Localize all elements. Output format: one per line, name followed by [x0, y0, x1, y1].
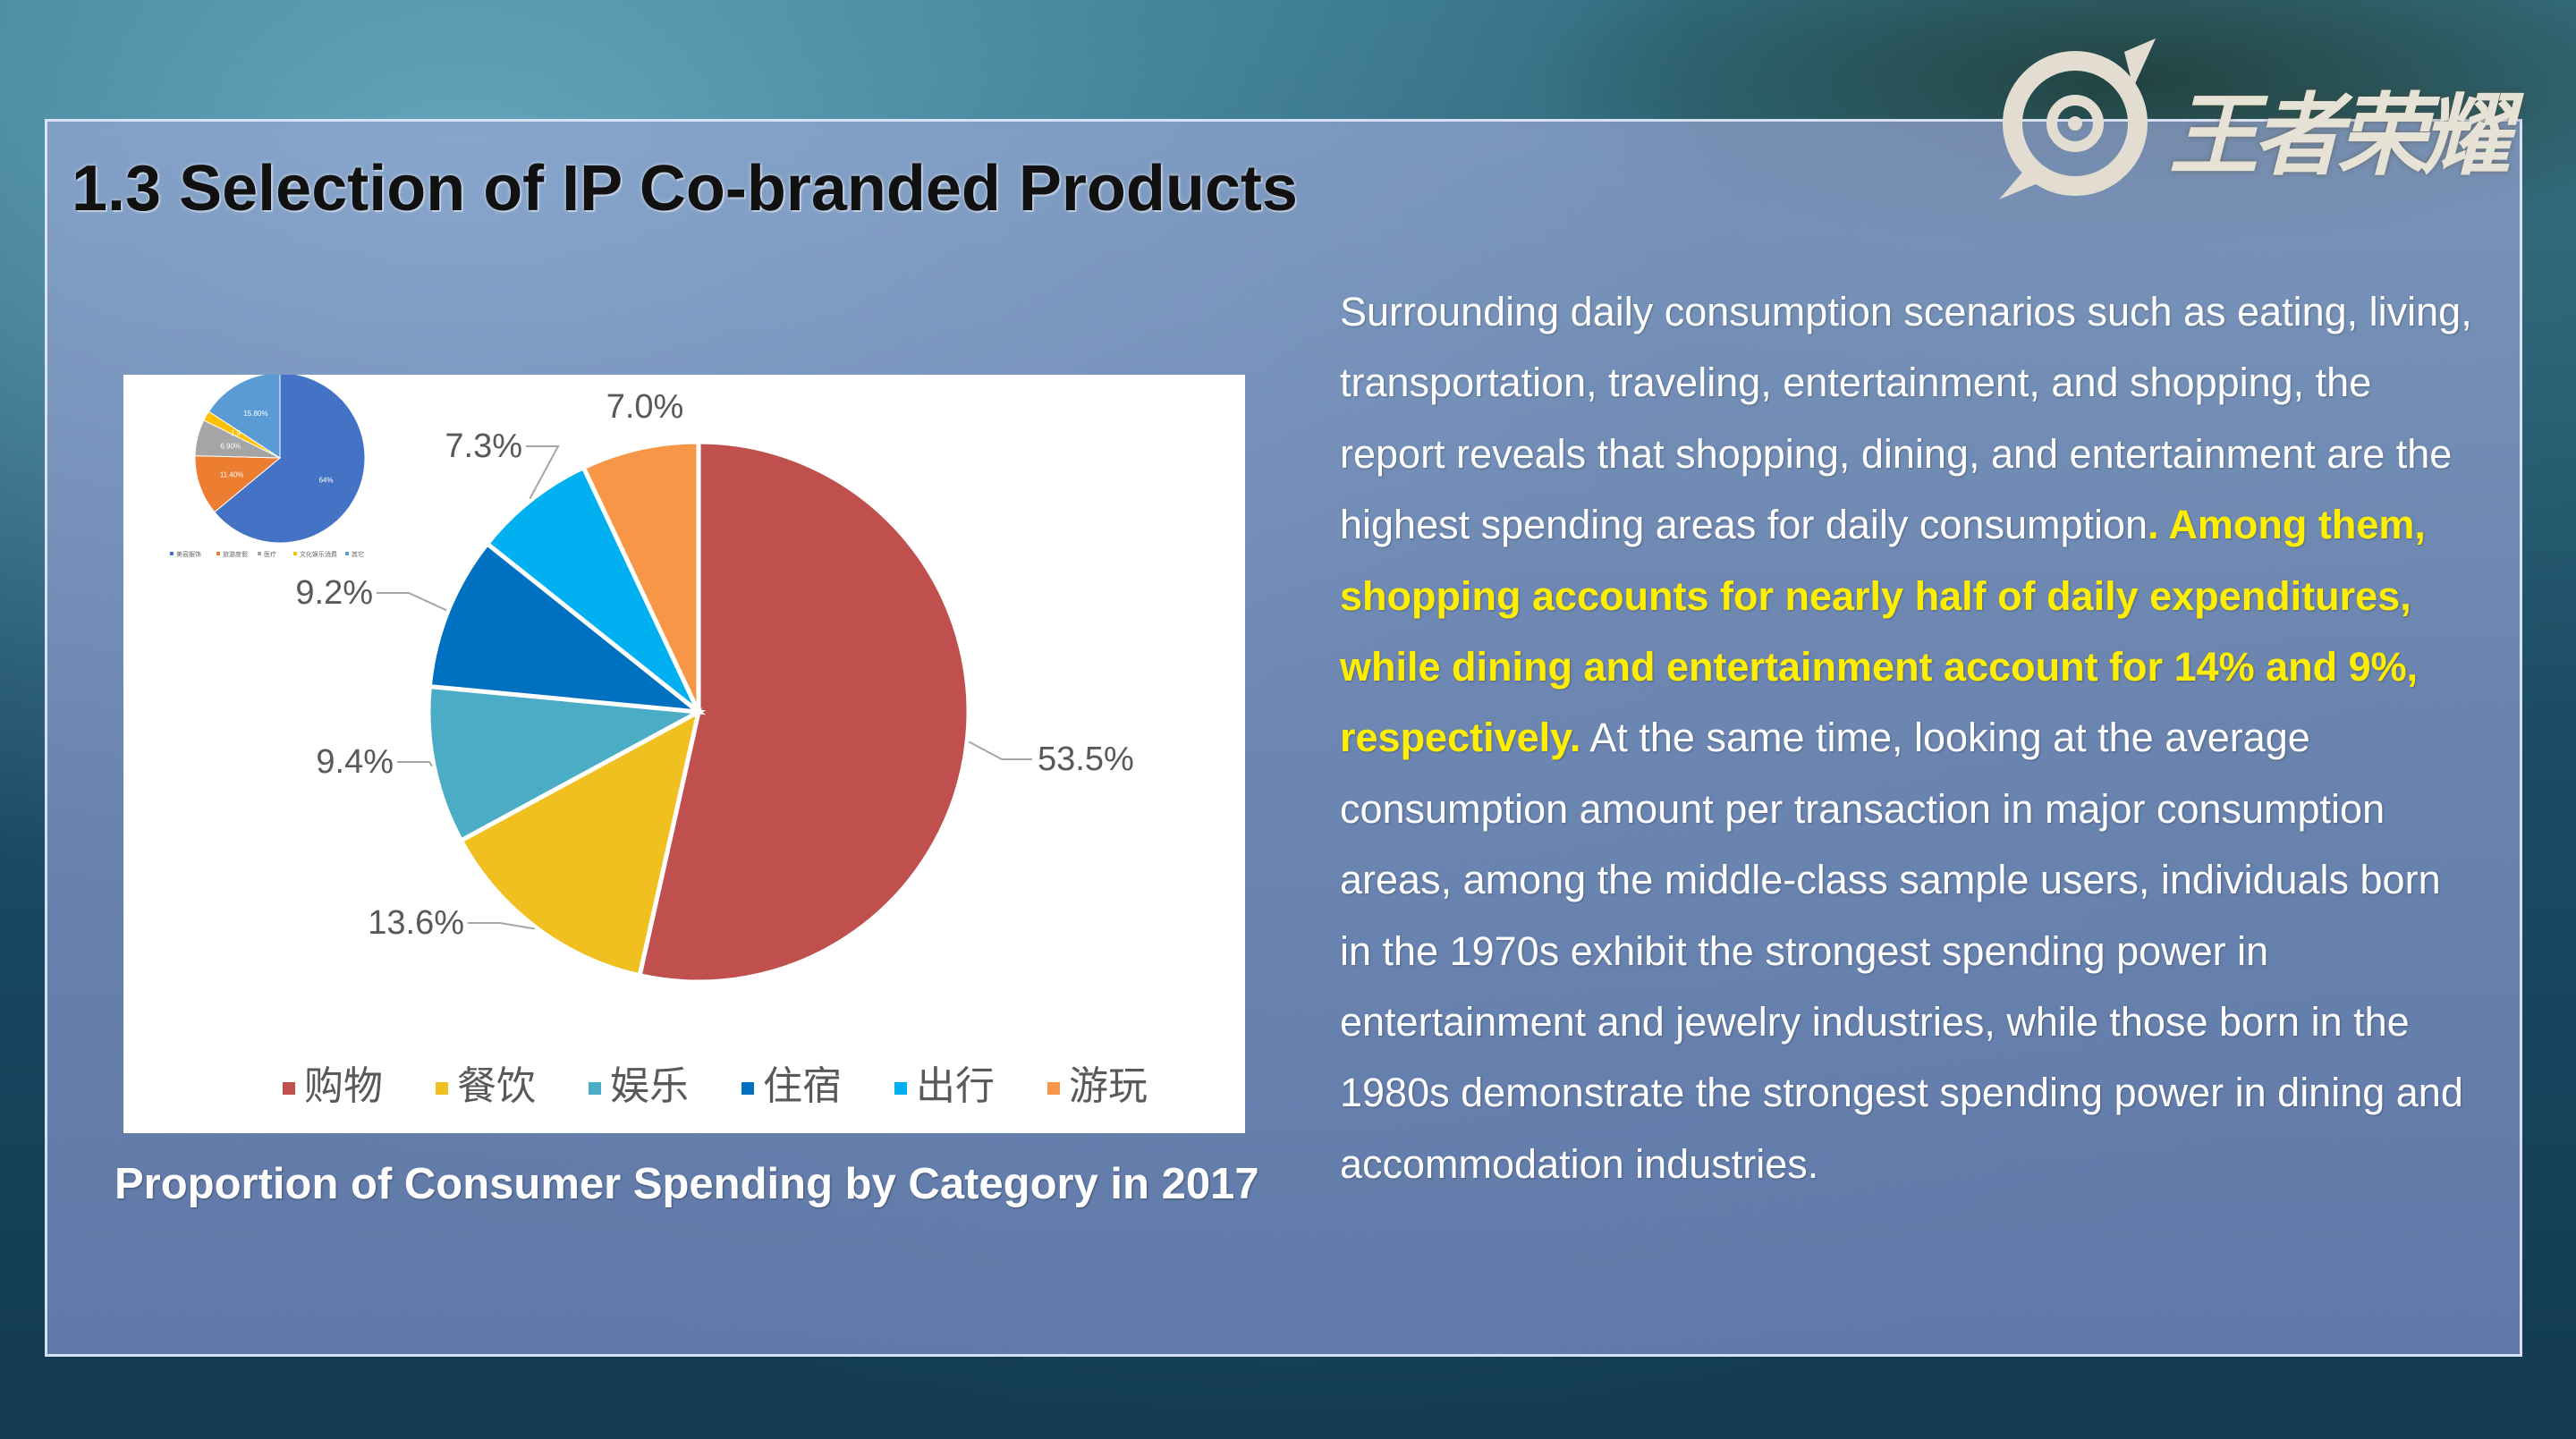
legend-swatch: [1047, 1082, 1060, 1095]
inset-legend-label: 文化娱乐消费: [300, 550, 337, 558]
data-label: 9.4%: [316, 743, 394, 781]
highlighted-text: . Among them, shopping accounts for near…: [1340, 502, 2426, 761]
leader-line: [397, 761, 433, 767]
legend-swatch: [741, 1082, 754, 1095]
data-label: 9.2%: [295, 574, 373, 612]
logo-emblem-icon: [1999, 38, 2156, 199]
pie-slice: [427, 540, 707, 715]
legend-swatch: [894, 1082, 907, 1095]
legend-swatch: [436, 1082, 448, 1095]
inset-legend-swatch: [345, 552, 349, 555]
inset-data-label: 11.40%: [220, 471, 244, 479]
pie-chart: 53.5% 13.6% 9.4% 9.2% 7.3% 7.0% 购物 餐饮 娱乐 住宿 出行 游玩 64…: [170, 372, 1148, 1109]
legend-label: 餐饮: [457, 1063, 536, 1109]
legend-swatch: [283, 1082, 295, 1095]
inset-legend-swatch: [258, 552, 261, 555]
game-logo: 王者荣耀: [1990, 34, 2527, 204]
inset-pie-slice: [194, 455, 282, 513]
inset-pie-slice: [214, 372, 366, 544]
inset-legend-label: 旅游度假: [223, 550, 248, 558]
pie-slice: [580, 439, 701, 714]
inset-legend-swatch: [216, 552, 220, 555]
pie-slice: [458, 707, 702, 978]
legend-swatch: [589, 1082, 601, 1095]
pie-slice: [484, 464, 701, 714]
inset-legend-swatch: [170, 552, 174, 555]
inset-legend-label: 美容服饰: [176, 550, 201, 558]
legend-label: 购物: [304, 1063, 383, 1109]
data-label: 53.5%: [1038, 741, 1134, 778]
paragraph-part-2: At the same time, looking at the average…: [1340, 715, 2463, 1187]
chart-caption: Proportion of Consumer Spending by Categ…: [114, 1160, 1259, 1208]
data-label: 7.0%: [606, 388, 684, 426]
inset-data-label: 1.9: [231, 429, 242, 437]
description-text: Surrounding daily consumption scenarios …: [1340, 276, 2476, 1199]
inset-legend-swatch: [293, 552, 297, 555]
legend-label: 住宿: [763, 1063, 842, 1109]
leader-line: [468, 922, 535, 930]
paragraph-part-1: Surrounding daily consumption scenarios …: [1340, 289, 2472, 548]
pie-slice: [637, 439, 971, 985]
data-label: 13.6%: [368, 904, 464, 942]
page-title: 1.3 Selection of IP Co-branded Products: [72, 153, 1298, 224]
inset-data-label: 6.90%: [220, 442, 241, 450]
leader-line: [377, 592, 447, 612]
logo-text: 王者荣耀: [2169, 83, 2511, 188]
pie-slice: [426, 683, 707, 844]
inset-legend-label: 其它: [352, 550, 364, 558]
legend-label: 娱乐: [610, 1063, 689, 1109]
inset-data-label: 64%: [319, 476, 334, 484]
inset-legend-label: 医疗: [264, 550, 276, 558]
leader-line: [526, 445, 560, 500]
leader-line: [968, 741, 1032, 760]
inset-data-label: 15.80%: [243, 410, 267, 418]
chart-image: 53.5% 13.6% 9.4% 9.2% 7.3% 7.0% 购物 餐饮 娱乐 住宿 出行 游玩 64…: [123, 372, 1245, 1133]
legend-label: 出行: [916, 1063, 995, 1109]
data-label: 7.3%: [445, 427, 522, 465]
legend-label: 游玩: [1069, 1063, 1148, 1109]
